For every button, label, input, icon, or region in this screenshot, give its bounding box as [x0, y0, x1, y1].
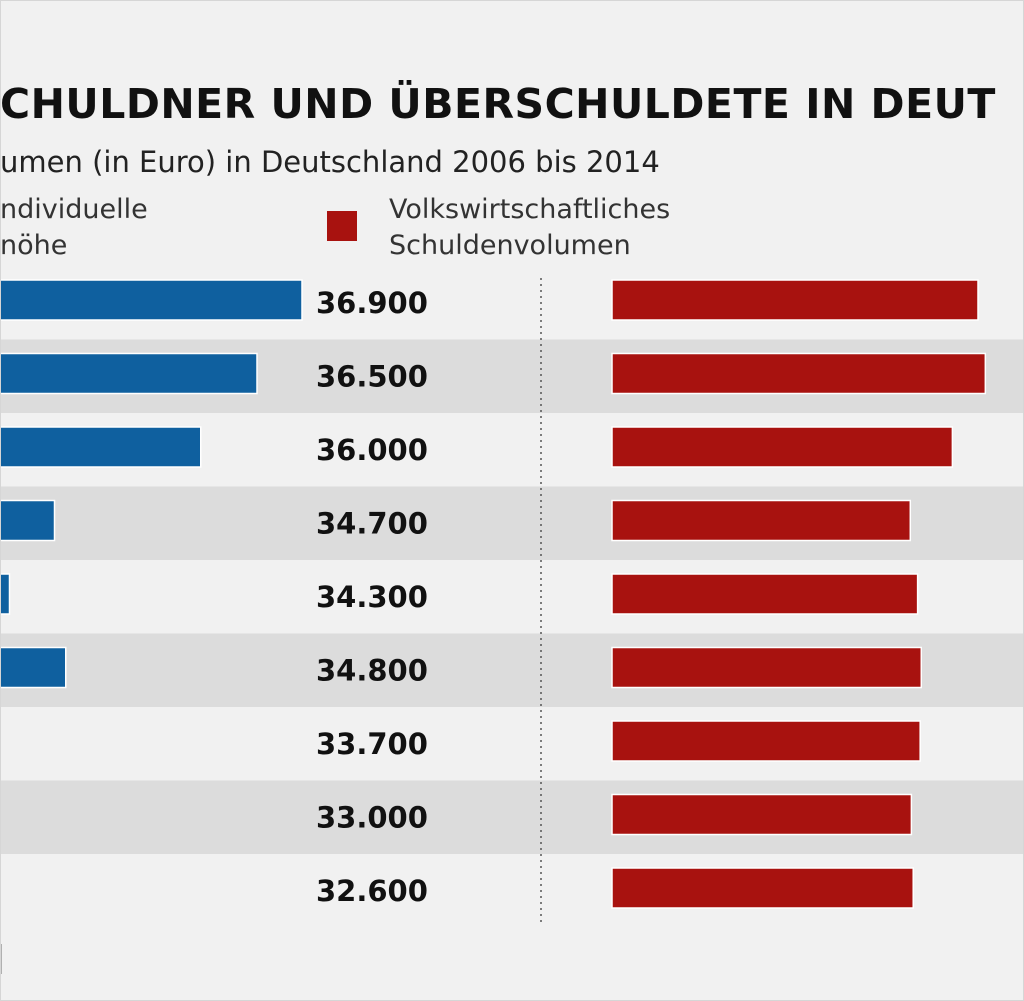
blue-bar — [0, 646, 67, 689]
legend-red-line-1: Volkswirtschaftliches — [389, 194, 671, 225]
red-bar — [611, 426, 954, 468]
footer-logo-fragment — [0, 944, 10, 974]
value-label: 36.000 — [316, 433, 428, 467]
red-bar — [611, 499, 912, 542]
red-bar — [611, 352, 987, 395]
value-label: 33.000 — [316, 801, 428, 835]
value-label: 32.600 — [316, 874, 428, 908]
red-bar — [611, 793, 913, 836]
blue-bar — [0, 426, 202, 468]
blue-bar — [0, 573, 11, 615]
red-bar — [611, 279, 979, 321]
value-label: 36.500 — [316, 360, 428, 394]
legend-entry-red: Volkswirtschaftliches Schuldenvolumen — [389, 192, 670, 264]
red-bar — [611, 573, 919, 615]
value-label: 33.700 — [316, 727, 428, 761]
red-bar — [611, 720, 921, 762]
blue-bar — [0, 279, 303, 321]
blue-bar — [0, 352, 258, 395]
blue-bar — [0, 499, 56, 542]
legend-blue-line-1: ndividuelle — [0, 194, 148, 225]
legend-red-line-2: Schuldenvolumen — [389, 230, 631, 261]
red-bar — [611, 867, 914, 909]
legend-blue-line-2: nöhe — [0, 230, 68, 261]
chart-title: CHULDNER UND ÜBERSCHULDETE IN DEUT — [0, 80, 996, 128]
value-label: 34.800 — [316, 654, 428, 688]
value-label: 36.900 — [316, 286, 428, 320]
value-label: 34.700 — [316, 507, 428, 541]
legend-swatch-red — [327, 211, 357, 241]
legend-entry-blue: ndividuelle nöhe — [0, 192, 148, 264]
red-bar — [611, 646, 923, 689]
chart-subtitle: umen (in Euro) in Deutschland 2006 bis 2… — [0, 145, 660, 179]
value-label: 34.300 — [316, 580, 428, 614]
